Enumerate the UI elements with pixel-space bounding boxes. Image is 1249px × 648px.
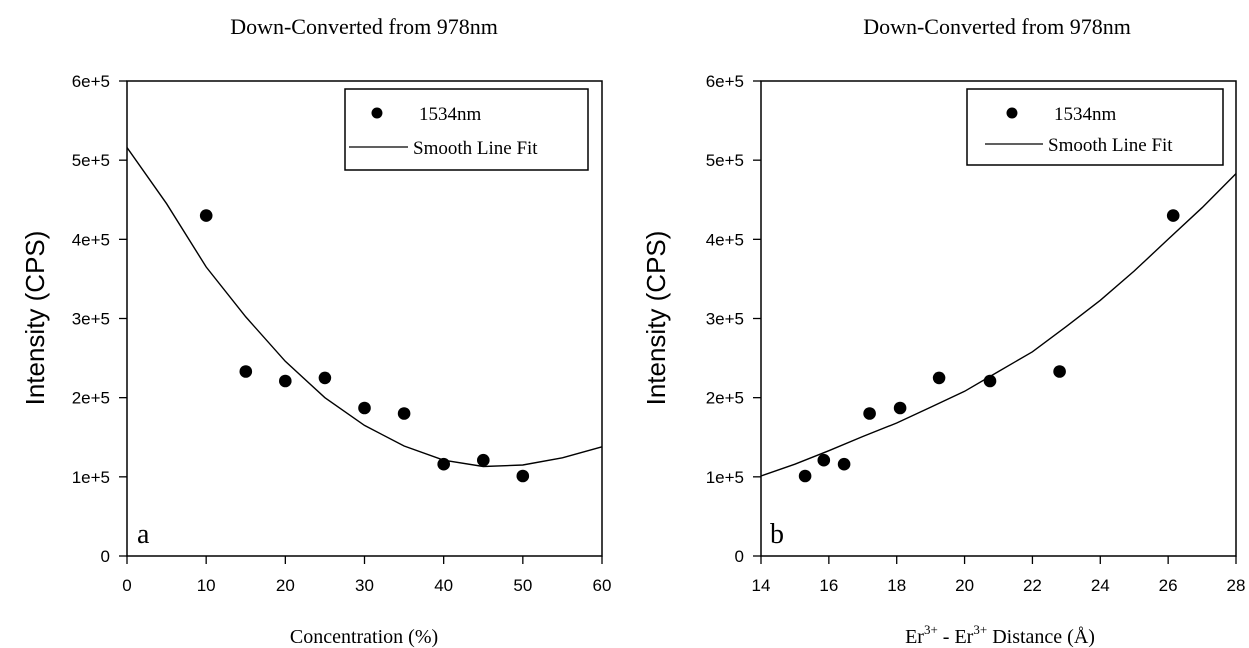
chart-b-x-tick-label: 16 bbox=[819, 576, 838, 595]
chart-a-x-tick-label: 50 bbox=[513, 576, 532, 595]
chart-a-ticks: 0 10 20 30 40 50 60 0 1e+5 2e+5 3e+5 4e+5 5e+5 6e+5 bbox=[72, 72, 612, 595]
chart-a-data-point bbox=[437, 457, 451, 471]
chart-b-xlabel: Er3+ - Er3+ Distance (Å) bbox=[905, 622, 1095, 648]
chart-b-fit-layer bbox=[760, 173, 1237, 477]
chart-b-ticks: 14 16 18 20 22 24 26 28 0 1e+5 2e+5 3e+5 4e+5 5e+5 6e+… bbox=[706, 72, 1246, 595]
chart-b-x-tick-label: 26 bbox=[1159, 576, 1178, 595]
chart-b-data-point bbox=[1053, 365, 1066, 378]
chart-b-x-tick-label: 14 bbox=[752, 576, 771, 595]
chart-a-legend-label-line: Smooth Line Fit bbox=[413, 138, 538, 159]
chart-a-y-tick-label: 6e+5 bbox=[72, 72, 110, 91]
chart-a-x-tick-label: 20 bbox=[276, 576, 295, 595]
chart-b-legend-box bbox=[966, 88, 1224, 166]
chart-a-data-point bbox=[397, 407, 411, 420]
chart-a-title: Down-Converted from 978nm bbox=[230, 14, 498, 39]
chart-a-y-tick-label: 3e+5 bbox=[72, 310, 110, 329]
chart-a-fit-layer bbox=[126, 147, 603, 468]
chart-a-x-tick-label: 40 bbox=[434, 576, 453, 595]
chart-b-y-tick-label: 3e+5 bbox=[706, 310, 744, 329]
chart-b-y-tick-label: 6e+5 bbox=[706, 72, 744, 91]
chart-b-x-tick-label: 18 bbox=[887, 576, 906, 595]
chart-a-data-point bbox=[516, 469, 530, 483]
chart-a-data-point bbox=[279, 374, 292, 388]
chart-b-legend-label-line: Smooth Line Fit bbox=[1048, 135, 1173, 156]
chart-b-y-tick-label: 4e+5 bbox=[706, 230, 744, 249]
chart-b-data-point bbox=[932, 371, 946, 385]
chart-a-points-layer bbox=[199, 209, 530, 483]
chart-a-y-tick-label: 2e+5 bbox=[72, 389, 110, 408]
chart-a-legend-label-points: 1534nm bbox=[419, 104, 482, 125]
chart-a-data-point bbox=[318, 371, 332, 385]
chart-b-fit-line bbox=[760, 173, 1237, 477]
chart-b-data-point bbox=[798, 469, 812, 483]
chart-a-y-tick-label: 1e+5 bbox=[72, 468, 110, 487]
chart-b-y-tick-label: 5e+5 bbox=[706, 151, 744, 170]
chart-b-xlabel-sup2: 3+ bbox=[973, 622, 987, 637]
chart-a-xlabel: Concentration (%) bbox=[290, 626, 438, 648]
chart-b-xlabel-er2: - Er bbox=[938, 626, 974, 648]
chart-a-legend-marker-points bbox=[371, 107, 383, 119]
chart-b-x-tick-label: 28 bbox=[1227, 576, 1246, 595]
chart-a-x-tick-label: 60 bbox=[593, 576, 612, 595]
chart-a-data-point bbox=[239, 365, 253, 378]
chart-b-x-tick-label: 20 bbox=[955, 576, 974, 595]
chart-b-title: Down-Converted from 978nm bbox=[863, 14, 1131, 39]
chart-a-x-tick-label: 30 bbox=[355, 576, 374, 595]
chart-a-legend-box bbox=[344, 88, 589, 171]
chart-a-legend: 1534nm Smooth Line Fit bbox=[344, 88, 589, 171]
chart-a-data-point bbox=[477, 453, 490, 467]
chart-a-x-tick-label: 0 bbox=[122, 576, 131, 595]
chart-b-data-point bbox=[983, 374, 997, 388]
chart-b-points-layer bbox=[798, 209, 1180, 483]
chart-b-data-point bbox=[1166, 209, 1180, 222]
chart-a-fit-line bbox=[126, 147, 603, 468]
chart-b-xlabel-sup1: 3+ bbox=[924, 622, 938, 637]
chart-b-legend: 1534nm Smooth Line Fit bbox=[966, 88, 1224, 166]
chart-b-data-point bbox=[863, 407, 876, 420]
chart-a-data-point bbox=[199, 209, 213, 222]
chart-panel-b: Down-Converted from 978nm 14 16 18 20 22 24 26… bbox=[641, 14, 1245, 648]
chart-b-y-tick-label: 0 bbox=[735, 547, 744, 566]
chart-b-y-tick-label: 1e+5 bbox=[706, 468, 744, 487]
chart-a-data-point bbox=[358, 401, 371, 415]
chart-b-xlabel-rest: Distance (Å) bbox=[987, 626, 1095, 648]
chart-a-x-tick-label: 10 bbox=[197, 576, 216, 595]
chart-b-x-tick-label: 24 bbox=[1091, 576, 1110, 595]
chart-a-y-tick-label: 0 bbox=[101, 547, 110, 566]
chart-b-legend-marker-points bbox=[1006, 107, 1018, 119]
chart-b-legend-label-points: 1534nm bbox=[1054, 104, 1117, 125]
chart-panel-a: Down-Converted from 978nm 0 10 20 30 40 50 600… bbox=[20, 14, 611, 648]
chart-b-xlabel-er1: Er bbox=[905, 626, 924, 648]
chart-b-x-tick-label: 22 bbox=[1023, 576, 1042, 595]
chart-b-panel-label: b bbox=[770, 519, 784, 550]
chart-b-ylabel: Intensity (CPS) bbox=[641, 231, 671, 406]
chart-a-y-tick-label: 5e+5 bbox=[72, 151, 110, 170]
chart-a-y-tick-label: 4e+5 bbox=[72, 230, 110, 249]
chart-b-y-tick-label: 2e+5 bbox=[706, 389, 744, 408]
chart-b-data-point bbox=[893, 401, 907, 415]
chart-b-data-point bbox=[837, 457, 851, 471]
chart-b-data-point bbox=[817, 453, 831, 467]
chart-a-ylabel: Intensity (CPS) bbox=[20, 231, 50, 406]
chart-a-panel-label: a bbox=[137, 519, 150, 550]
